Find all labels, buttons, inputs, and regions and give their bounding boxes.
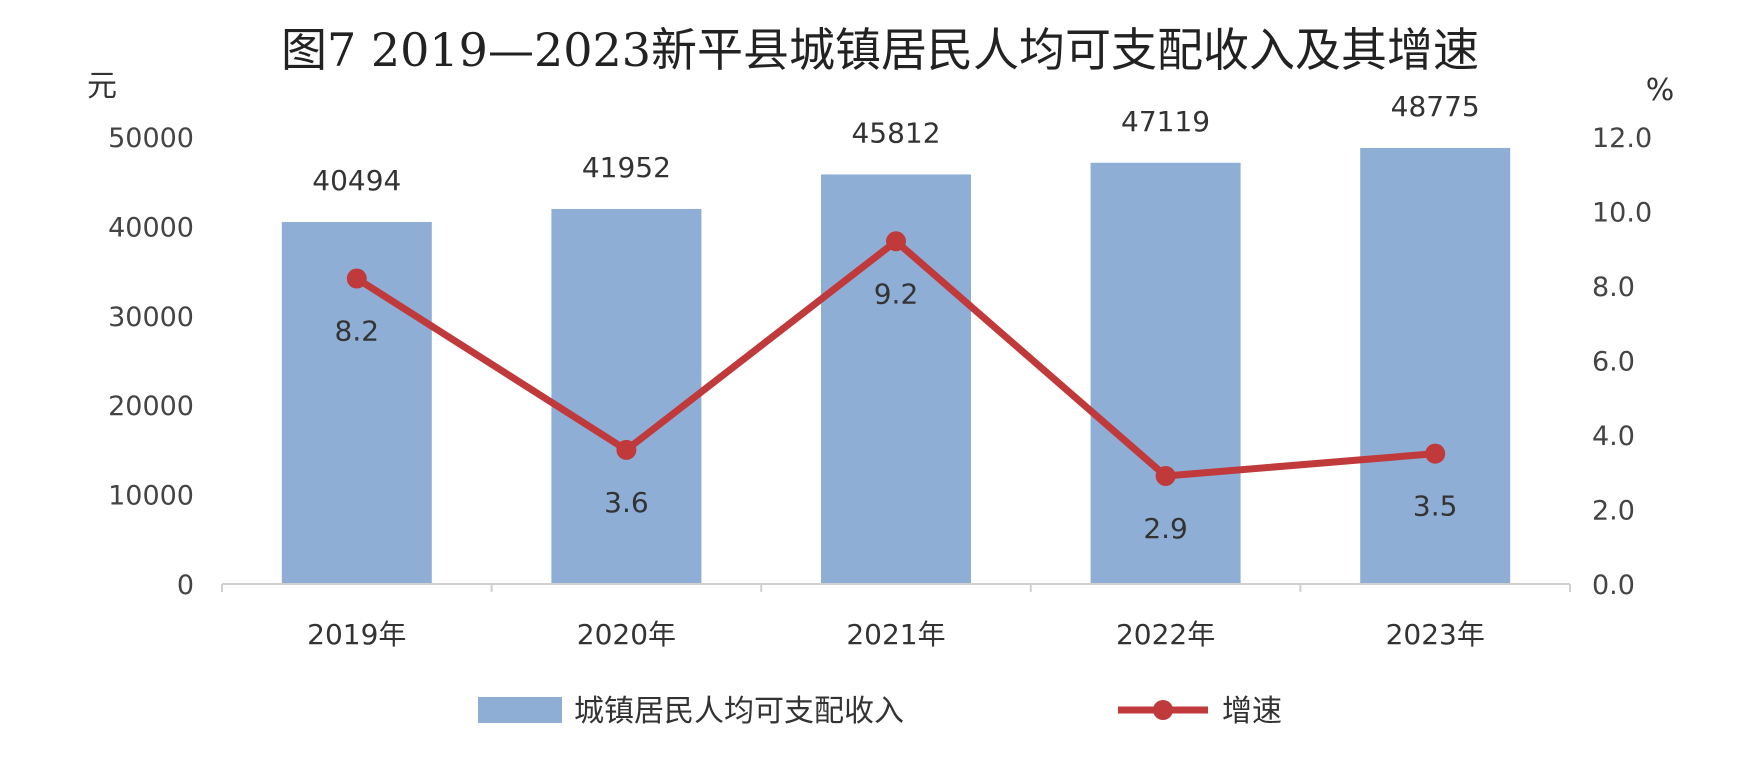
legend-bar-label: 城镇居民人均可支配收入 [574, 694, 904, 729]
line-series [346, 231, 1446, 486]
growth-marker [616, 439, 637, 460]
growth-data-label: 3.5 [1413, 490, 1458, 523]
bar-data-label: 47119 [1121, 105, 1210, 138]
right-tick-label: 12.0 [1592, 123, 1652, 154]
growth-data-label: 8.2 [335, 315, 380, 348]
bar-data-labels: 40494 41952 45812 47119 48775 [312, 90, 1479, 197]
right-axis-unit: % [1646, 73, 1675, 108]
right-tick-label: 4.0 [1592, 421, 1635, 452]
bar-data-label: 40494 [312, 164, 401, 197]
right-axis-ticks: 0.0 2.0 4.0 6.0 8.0 10.0 12.0 [1592, 123, 1652, 601]
right-tick-label: 8.0 [1592, 272, 1635, 303]
category-label: 2019年 [307, 618, 406, 651]
bar [1360, 147, 1511, 584]
category-label: 2021年 [846, 618, 945, 651]
growth-marker [886, 231, 906, 252]
bar-series [281, 147, 1511, 584]
growth-data-label: 2.9 [1143, 512, 1188, 545]
right-tick-label: 2.0 [1592, 496, 1635, 527]
growth-marker [346, 268, 367, 289]
left-tick-label: 20000 [108, 391, 194, 422]
bar-data-label: 41952 [582, 151, 671, 184]
left-tick-label: 10000 [108, 481, 194, 512]
line-data-labels: 8.2 3.6 9.2 2.9 3.5 [335, 277, 1458, 545]
right-tick-label: 10.0 [1592, 198, 1652, 229]
left-tick-label: 50000 [108, 123, 194, 154]
category-label: 2022年 [1116, 618, 1215, 651]
growth-marker [1155, 465, 1176, 486]
chart-title: 图7 2019—2023新平县城镇居民人均可支配收入及其增速 [281, 23, 1479, 77]
bar-data-label: 48775 [1391, 90, 1480, 123]
legend-line-label: 增速 [1222, 694, 1282, 729]
left-tick-label: 40000 [108, 212, 194, 243]
legend-line-marker [1153, 700, 1173, 720]
growth-marker [1425, 443, 1446, 464]
right-tick-label: 6.0 [1592, 347, 1635, 378]
legend-bar-swatch [478, 697, 562, 723]
category-label: 2020年 [577, 618, 676, 651]
right-tick-label: 0.0 [1592, 570, 1635, 601]
bar [551, 208, 702, 584]
legend: 城镇居民人均可支配收入 增速 [478, 694, 1282, 729]
bar-data-label: 45812 [851, 116, 940, 149]
growth-data-label: 3.6 [604, 486, 649, 519]
left-tick-label: 0 [177, 570, 194, 601]
left-axis-ticks: 0 10000 20000 30000 40000 50000 [108, 123, 194, 601]
bar [1090, 162, 1241, 584]
category-labels: 2019年 2020年 2021年 2022年 2023年 [307, 618, 1485, 651]
left-axis-unit: 元 [87, 69, 117, 104]
growth-data-label: 9.2 [874, 277, 919, 310]
left-tick-label: 30000 [108, 302, 194, 333]
category-label: 2023年 [1386, 618, 1485, 651]
x-axis [221, 583, 1571, 592]
